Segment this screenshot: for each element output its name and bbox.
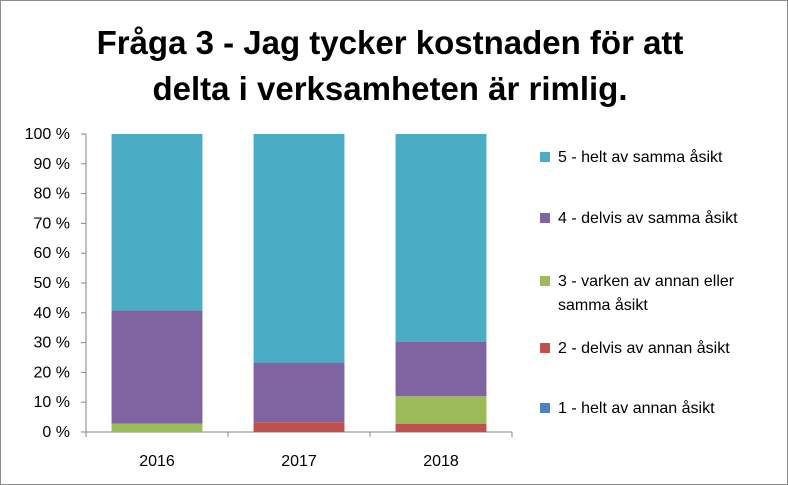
y-tick-label: 0 % — [42, 424, 70, 441]
x-tick-label: 2016 — [139, 453, 175, 470]
y-tick-label: 50 % — [34, 275, 70, 292]
legend-item: 4 - delvis av samma åsikt — [540, 207, 778, 231]
legend-label: 4 - delvis av samma åsikt — [558, 210, 738, 227]
chart-title-line-1: Fråga 3 - Jag tycker kostnaden för att — [96, 24, 684, 61]
y-tick-label: 30 % — [34, 335, 70, 352]
legend-item: 3 - varken av annan eller samma åsikt — [540, 270, 778, 318]
y-tick-label: 80 % — [34, 186, 70, 203]
y-tick-label: 20 % — [34, 364, 70, 381]
legend-swatch — [540, 276, 550, 286]
y-tick-label: 100 % — [25, 126, 70, 143]
legend-swatch — [540, 213, 550, 223]
y-tick-label: 60 % — [34, 245, 70, 262]
bar-segment-2017-series-2 — [253, 422, 345, 432]
legend-item: 5 - helt av samma åsikt — [540, 146, 778, 170]
legend-label: 2 - delvis av annan åsikt — [558, 340, 730, 357]
bar-segment-2018-series-3 — [395, 396, 487, 424]
x-tick-label: 2017 — [281, 453, 317, 470]
bar-segment-2016-series-3 — [111, 423, 203, 432]
y-tick-label: 90 % — [34, 156, 70, 173]
legend-item: 2 - delvis av annan åsikt — [540, 337, 778, 361]
y-tick-label: 40 % — [34, 305, 70, 322]
legend-swatch — [540, 343, 550, 353]
legend-label: 1 - helt av annan åsikt — [558, 400, 715, 417]
bar-segment-2016-series-5 — [111, 134, 203, 311]
bar-segment-2017-series-4 — [253, 362, 345, 423]
legend-label: 3 - varken av annan eller samma åsikt — [558, 273, 735, 314]
legend-swatch — [540, 403, 550, 413]
bar-segment-2017-series-5 — [253, 134, 345, 363]
legend-label: 5 - helt av samma åsikt — [558, 149, 723, 166]
bar-segment-2018-series-4 — [395, 342, 487, 397]
bar-segment-2018-series-2 — [395, 423, 487, 432]
legend-swatch — [540, 152, 550, 162]
chart-title: Fråga 3 - Jag tycker kostnaden för att d… — [60, 20, 720, 112]
chart-title-line-2: delta i verksamheten är rimlig. — [152, 70, 628, 107]
x-tick-label: 2018 — [423, 453, 459, 470]
y-tick-label: 10 % — [34, 394, 70, 411]
bar-segment-2018-series-5 — [395, 134, 487, 343]
y-tick-label: 70 % — [34, 215, 70, 232]
bar-segment-2016-series-4 — [111, 310, 203, 424]
legend-item: 1 - helt av annan åsikt — [540, 397, 778, 421]
